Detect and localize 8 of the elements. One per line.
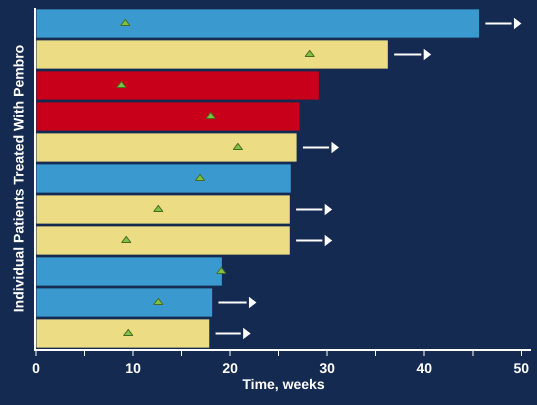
x-tick-label: 0 bbox=[32, 360, 40, 376]
x-tick-label: 30 bbox=[319, 360, 336, 376]
y-axis-title: Individual Patients Treated With Pembro bbox=[10, 44, 26, 312]
x-tick-label: 40 bbox=[416, 360, 432, 376]
x-tick-label: 10 bbox=[125, 360, 142, 376]
x-axis-title: Time, weeks bbox=[242, 376, 325, 392]
x-tick-label: 20 bbox=[222, 360, 238, 376]
x-tick-label: 50 bbox=[514, 360, 530, 376]
